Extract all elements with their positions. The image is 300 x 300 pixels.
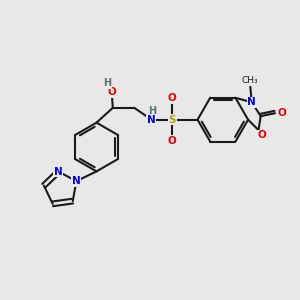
Text: H: H	[148, 106, 157, 116]
Text: H: H	[103, 78, 112, 88]
Text: CH₃: CH₃	[242, 76, 259, 85]
Text: N: N	[248, 97, 256, 107]
Text: O: O	[168, 93, 177, 103]
Text: N: N	[54, 167, 63, 177]
Text: O: O	[257, 130, 266, 140]
Text: O: O	[168, 136, 177, 146]
Text: O: O	[277, 108, 286, 118]
Text: S: S	[169, 115, 176, 125]
Text: N: N	[147, 115, 156, 125]
Text: N: N	[72, 176, 81, 186]
Text: O: O	[107, 87, 116, 97]
